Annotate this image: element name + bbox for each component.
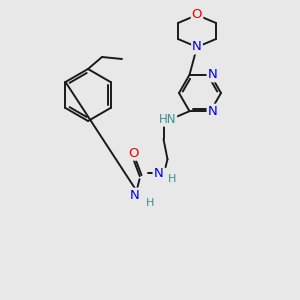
Text: O: O [192, 8, 202, 22]
Text: O: O [128, 147, 139, 160]
Text: H: H [146, 198, 154, 208]
Text: N: N [130, 189, 140, 202]
Text: N: N [208, 105, 218, 118]
Text: HN: HN [159, 113, 176, 126]
Text: H: H [167, 174, 176, 184]
Text: N: N [192, 40, 202, 53]
Text: N: N [208, 68, 218, 81]
Text: N: N [154, 167, 164, 180]
